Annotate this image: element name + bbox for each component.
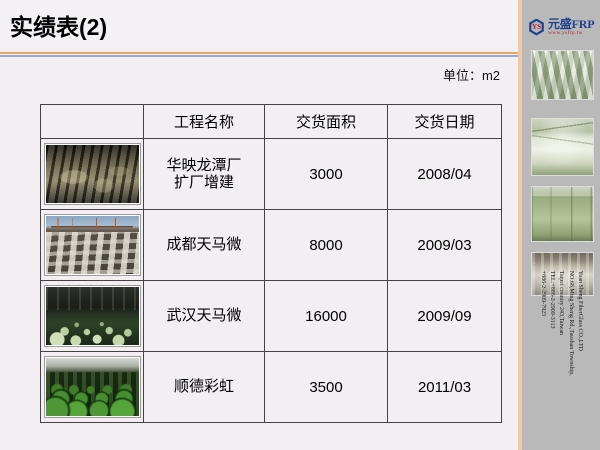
frp-hall-interior-photo xyxy=(531,252,594,296)
row-thumbnail-cell xyxy=(40,280,144,352)
sidebar-divider xyxy=(518,0,522,450)
row-thumbnail-cell xyxy=(40,209,144,281)
ceiling-structure-photo xyxy=(44,144,140,204)
row-delivery-date: 2011/03 xyxy=(387,351,502,423)
title-rule-blue xyxy=(0,55,521,57)
row-delivery-area: 3500 xyxy=(264,351,388,423)
title-bar: 实绩表(2) xyxy=(0,0,521,47)
table-row: 华映龙潭厂 扩厂增建 3000 2008/04 xyxy=(40,138,502,210)
row-delivery-date: 2009/09 xyxy=(387,280,502,352)
title-rule-gold xyxy=(0,52,521,54)
table-row: 顺德彩虹 3500 2011/03 xyxy=(40,351,502,423)
column-header-delivery-date: 交货日期 xyxy=(387,104,502,139)
green-domes-photo xyxy=(44,357,140,417)
row-project-name: 顺德彩虹 xyxy=(143,351,265,423)
dark-interior-floor-photo xyxy=(44,286,140,346)
logo-mark-text: YS xyxy=(531,21,542,33)
column-header-thumbnail xyxy=(40,104,144,139)
company-phone-2: +886-2-2909-7923 xyxy=(540,270,547,317)
company-logo: YS 元盛FRP www.ysfrp.tw xyxy=(528,14,596,40)
row-delivery-area: 8000 xyxy=(264,209,388,281)
frp-tank-top-photo xyxy=(531,118,594,176)
unit-label: 单位：m2 xyxy=(442,68,500,83)
logo-url: www.ysfrp.tw xyxy=(548,29,583,36)
project-name-line1: 华映龙潭厂 xyxy=(166,156,242,174)
row-delivery-date: 2009/03 xyxy=(387,209,502,281)
row-delivery-area: 3000 xyxy=(264,138,388,210)
logo-text-block: 元盛FRP www.ysfrp.tw xyxy=(548,16,595,37)
row-thumbnail-cell xyxy=(40,138,144,210)
row-delivery-date: 2008/04 xyxy=(387,138,502,210)
table-row: 成都天马微 8000 2009/03 xyxy=(40,209,502,281)
company-address-block: Yuan Sheng FiberGlass CO.,LTD NO.68,Ming… xyxy=(522,271,600,430)
logo-name: 元盛FRP xyxy=(548,16,595,31)
row-project-name: 成都天马微 xyxy=(143,209,265,281)
row-project-name: 华映龙潭厂 扩厂增建 xyxy=(143,138,265,210)
row-delivery-area: 16000 xyxy=(264,280,388,352)
table-header-row: 工程名称 交货面积 交货日期 xyxy=(40,104,502,139)
row-project-name: 武汉天马微 xyxy=(143,280,265,352)
company-phone-1: TEL:+886-2-2909-3113 xyxy=(549,270,556,329)
company-name: Yuan Sheng FiberGlass CO.,LTD xyxy=(577,270,584,351)
company-address-street: NO.68,Ming Sheng Rd.,Taushan Township, xyxy=(567,270,574,376)
project-name-line2: 扩厂增建 xyxy=(173,174,234,191)
column-header-delivery-area: 交货面积 xyxy=(264,104,388,139)
page-title: 实绩表(2) xyxy=(10,14,108,40)
column-header-project-name: 工程名称 xyxy=(143,104,265,139)
performance-table: 工程名称 交货面积 交货日期 华映龙潭厂 扩厂增建 3000 2008/04 xyxy=(40,104,502,423)
table-row: 武汉天马微 16000 2009/09 xyxy=(40,280,502,352)
frp-ceiling-structure-photo xyxy=(531,50,594,100)
construction-site-photo xyxy=(44,215,140,275)
frp-storage-tanks-photo xyxy=(531,186,594,242)
row-thumbnail-cell xyxy=(40,351,144,423)
ys-hexagon-icon: YS xyxy=(528,18,545,36)
